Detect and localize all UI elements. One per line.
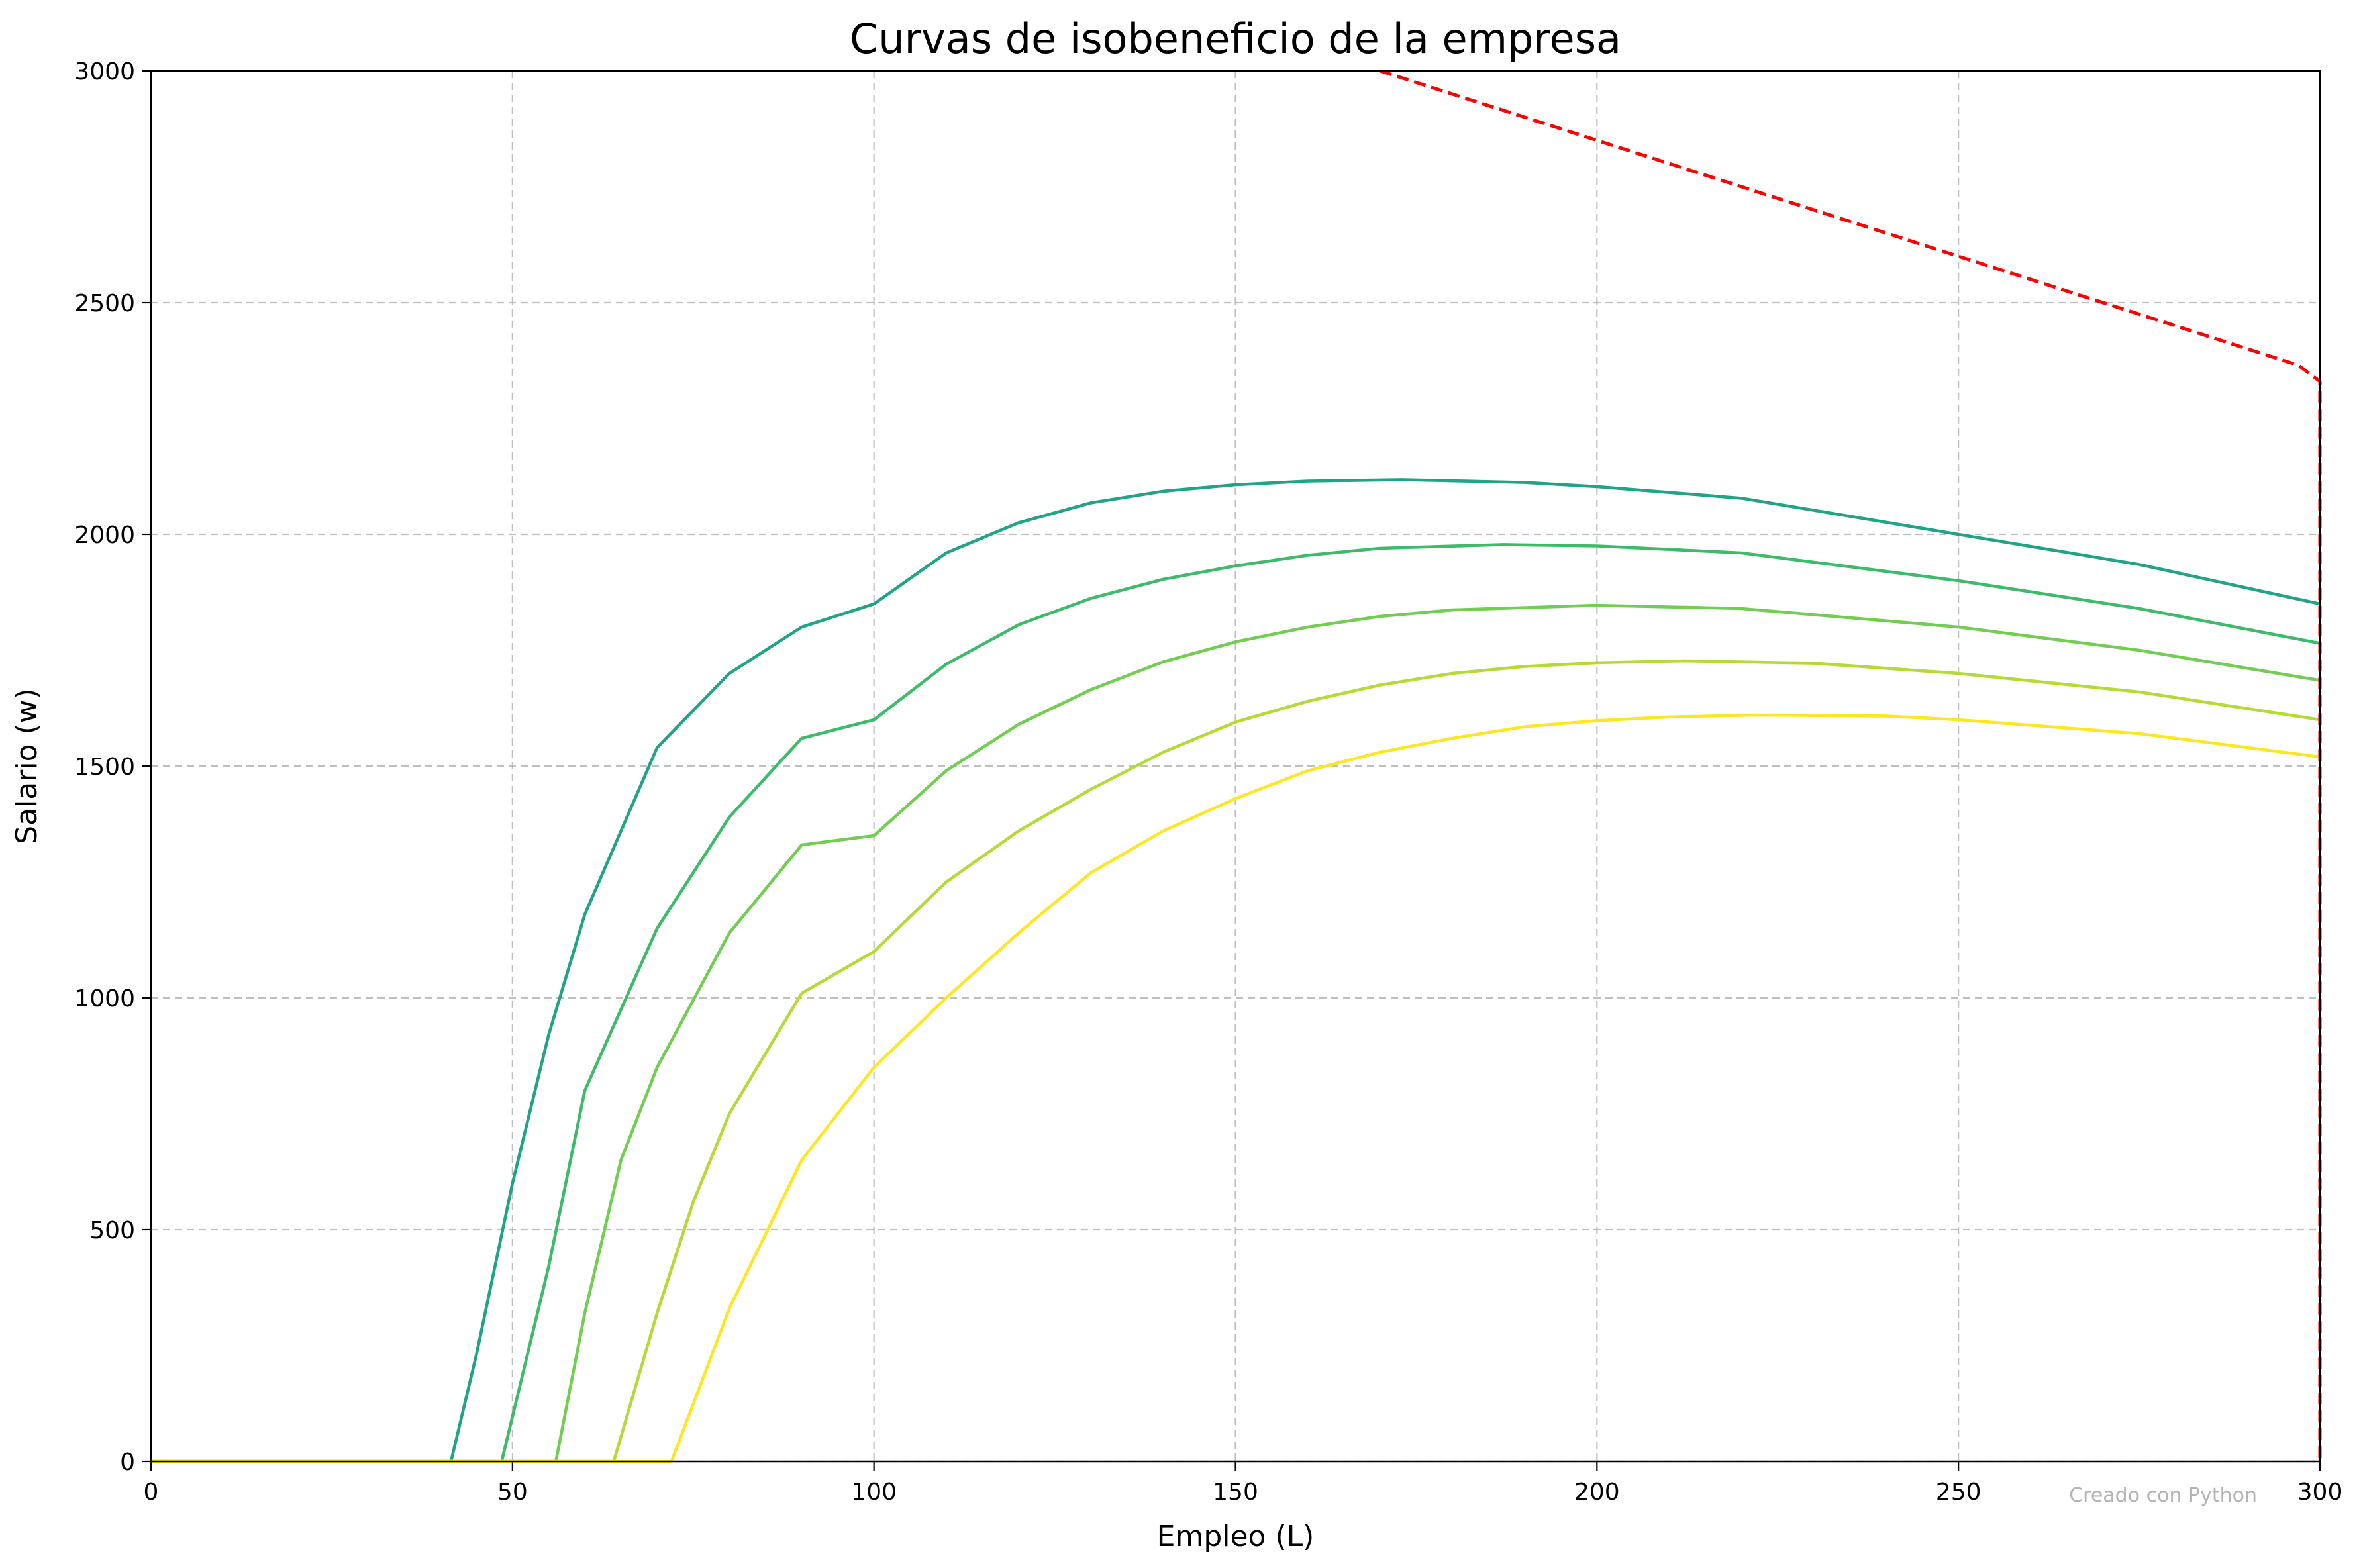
y-tick-label: 2500 bbox=[74, 290, 135, 317]
watermark-text: Creado con Python bbox=[2069, 1484, 2257, 1507]
y-tick-label: 500 bbox=[89, 1217, 135, 1244]
x-axis-label: Empleo (L) bbox=[1157, 1520, 1315, 1553]
chart-title: Curvas de isobeneficio de la empresa bbox=[850, 15, 1621, 63]
x-tick-label: 50 bbox=[497, 1479, 528, 1506]
series-line-6 bbox=[1380, 69, 2322, 1461]
axis-ticks: 0 50 100 150 200 250 3000500100015002000250030… bbox=[74, 58, 2342, 1506]
y-tick-label: 1000 bbox=[74, 985, 135, 1012]
x-tick-label: 150 bbox=[1213, 1479, 1258, 1506]
y-tick-label: 3000 bbox=[74, 58, 135, 85]
series-line-1 bbox=[151, 478, 2321, 1463]
x-tick-label: 200 bbox=[1574, 1479, 1620, 1506]
series-line-2 bbox=[151, 543, 2321, 1463]
x-tick-label: 250 bbox=[1936, 1479, 1982, 1506]
x-tick-label: 300 bbox=[2297, 1479, 2343, 1506]
y-tick-label: 2000 bbox=[74, 522, 135, 549]
x-tick-label: 0 bbox=[144, 1479, 159, 1506]
x-tick-label: 100 bbox=[851, 1479, 897, 1506]
series-lines bbox=[151, 69, 2322, 1463]
y-axis-label: Salario (w) bbox=[10, 688, 44, 844]
series-line-3 bbox=[151, 603, 2321, 1463]
series-line-5 bbox=[151, 713, 2321, 1463]
y-tick-label: 0 bbox=[120, 1449, 135, 1476]
series-line-4 bbox=[151, 659, 2321, 1463]
y-tick-label: 1500 bbox=[74, 754, 135, 781]
